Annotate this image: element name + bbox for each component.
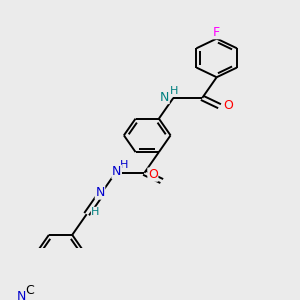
Text: N: N <box>95 186 105 199</box>
Text: N: N <box>160 91 169 103</box>
Text: F: F <box>213 26 220 39</box>
Text: C: C <box>26 284 34 297</box>
Text: N: N <box>16 290 26 300</box>
Text: O: O <box>224 99 233 112</box>
Text: H: H <box>120 160 129 170</box>
Text: O: O <box>148 168 158 181</box>
Text: H: H <box>170 85 178 96</box>
Text: H: H <box>92 207 100 217</box>
Text: N: N <box>112 165 122 178</box>
